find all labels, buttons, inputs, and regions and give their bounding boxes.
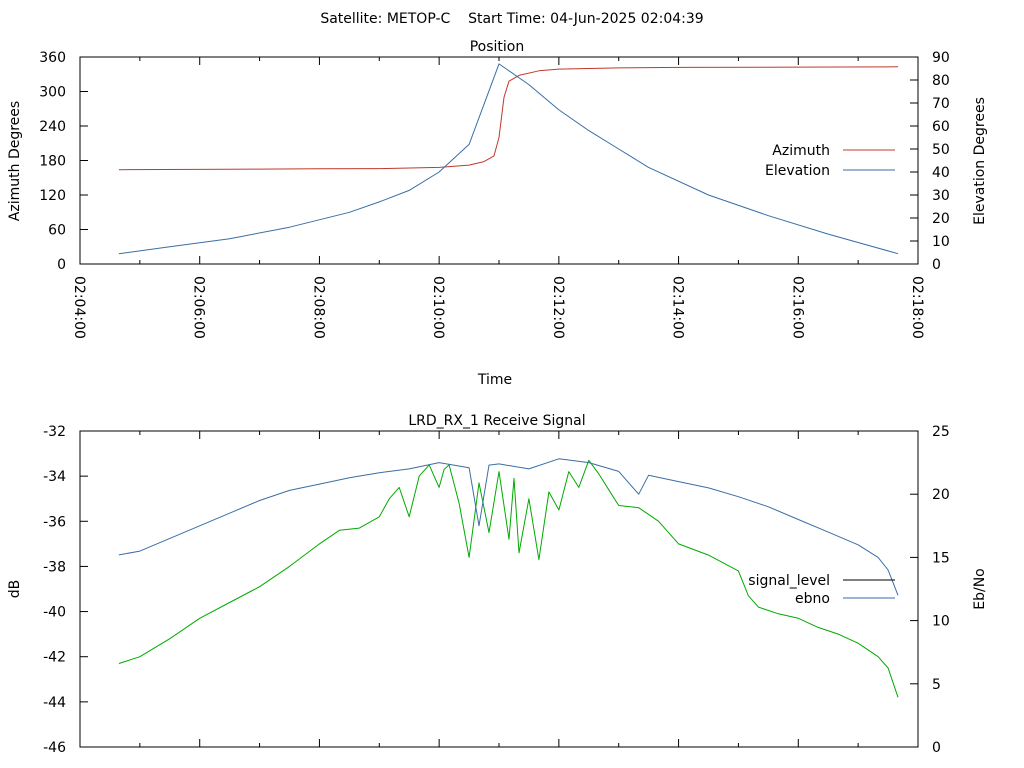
y2-tick-label: 30 — [932, 188, 950, 204]
y-tick-label: -34 — [43, 469, 66, 485]
y2-tick-label: 60 — [932, 119, 950, 135]
receive-signal-right-tick-labels: 0 5 10 15 20 25 — [932, 424, 950, 756]
legend-label-azimuth: Azimuth — [772, 143, 830, 159]
x-tick-label: 02:10:00 — [430, 276, 446, 339]
y2-tick-label: 10 — [932, 614, 950, 630]
y2-tick-label: 0 — [932, 740, 941, 756]
x-tick-label: 02:04:00 — [71, 276, 87, 339]
receive-signal-y-axis-label: dB — [7, 580, 23, 599]
y-tick-label: 60 — [48, 223, 66, 239]
y-tick-label: -38 — [43, 559, 66, 575]
receive-signal-plot-frame — [79, 430, 919, 748]
y2-tick-label: 5 — [932, 677, 941, 693]
series-line-azimuth — [118, 66, 899, 171]
x-tick-label: 02:18:00 — [909, 276, 925, 339]
legend-label-signal-level: signal_level — [748, 573, 830, 589]
position-x-axis-label: Time — [477, 372, 512, 388]
receive-signal-y2-axis-label: Eb/No — [972, 568, 988, 610]
y-tick-label: 360 — [39, 50, 66, 66]
series-line-ebno — [118, 458, 899, 596]
position-axis-ticks — [79, 56, 919, 265]
y-tick-label: 240 — [39, 119, 66, 135]
receive-signal-left-tick-labels: -46 -44 -42 -40 -38 -36 -34 -32 — [43, 424, 66, 756]
position-series — [118, 63, 899, 255]
y-tick-label: -42 — [43, 650, 66, 666]
y2-tick-label: 0 — [932, 257, 941, 273]
y-tick-label: 180 — [39, 154, 66, 170]
position-y-axis-label: Azimuth Degrees — [7, 101, 23, 221]
y2-tick-label: 80 — [932, 73, 950, 89]
x-tick-label: 02:12:00 — [550, 276, 566, 339]
figure-title: Satellite: METOP-C Start Time: 04-Jun-20… — [320, 11, 703, 27]
x-tick-label: 02:08:00 — [310, 276, 326, 339]
y2-tick-label: 70 — [932, 96, 950, 112]
y2-tick-label: 20 — [932, 211, 950, 227]
y2-tick-label: 25 — [932, 424, 950, 440]
y2-tick-label: 40 — [932, 165, 950, 181]
y-tick-label: -40 — [43, 605, 66, 621]
y2-tick-label: 90 — [932, 50, 950, 66]
y-tick-label: -32 — [43, 424, 66, 440]
y-tick-label: 0 — [57, 257, 66, 273]
receive-signal-chart-title: LRD_RX_1 Receive Signal — [408, 413, 585, 429]
x-tick-label: 02:14:00 — [670, 276, 686, 339]
position-x-tick-labels: 02:04:00 02:06:00 02:08:00 02:10:00 02:12:00… — [71, 276, 925, 339]
legend-label-ebno: ebno — [795, 591, 830, 607]
y-tick-label: -36 — [43, 514, 66, 530]
position-legend: Azimuth Elevation — [765, 143, 895, 179]
y-tick-label: 300 — [39, 85, 66, 101]
position-y2-axis-label: Elevation Degrees — [972, 97, 988, 225]
receive-signal-series — [118, 458, 899, 698]
y2-tick-label: 50 — [932, 142, 950, 158]
y2-tick-label: 20 — [932, 487, 950, 503]
x-tick-label: 02:06:00 — [191, 276, 207, 339]
position-left-tick-labels: 0 60 120 180 240 300 360 — [39, 50, 66, 273]
position-chart: Position 0 60 120 180 240 300 360 0 10 20 30 40 50 6… — [7, 39, 988, 388]
series-line-signal-level — [118, 459, 899, 698]
y-tick-label: 120 — [39, 188, 66, 204]
x-tick-label: 02:16:00 — [789, 276, 805, 339]
series-line-elevation — [118, 63, 899, 255]
y-tick-label: -46 — [43, 740, 66, 756]
legend-label-elevation: Elevation — [765, 163, 830, 179]
y2-tick-label: 15 — [932, 550, 950, 566]
receive-signal-chart: LRD_RX_1 Receive Signal -46-44-42-40-38-… — [7, 413, 988, 756]
position-chart-title: Position — [470, 39, 525, 55]
position-right-tick-labels: 0 10 20 30 40 50 60 70 80 90 — [932, 50, 950, 273]
position-plot-frame — [79, 56, 919, 265]
receive-signal-axis-ticks — [79, 430, 919, 748]
y2-tick-label: 10 — [932, 234, 950, 250]
receive-signal-legend: signal_level ebno — [748, 573, 895, 607]
y-tick-label: -44 — [43, 695, 66, 711]
